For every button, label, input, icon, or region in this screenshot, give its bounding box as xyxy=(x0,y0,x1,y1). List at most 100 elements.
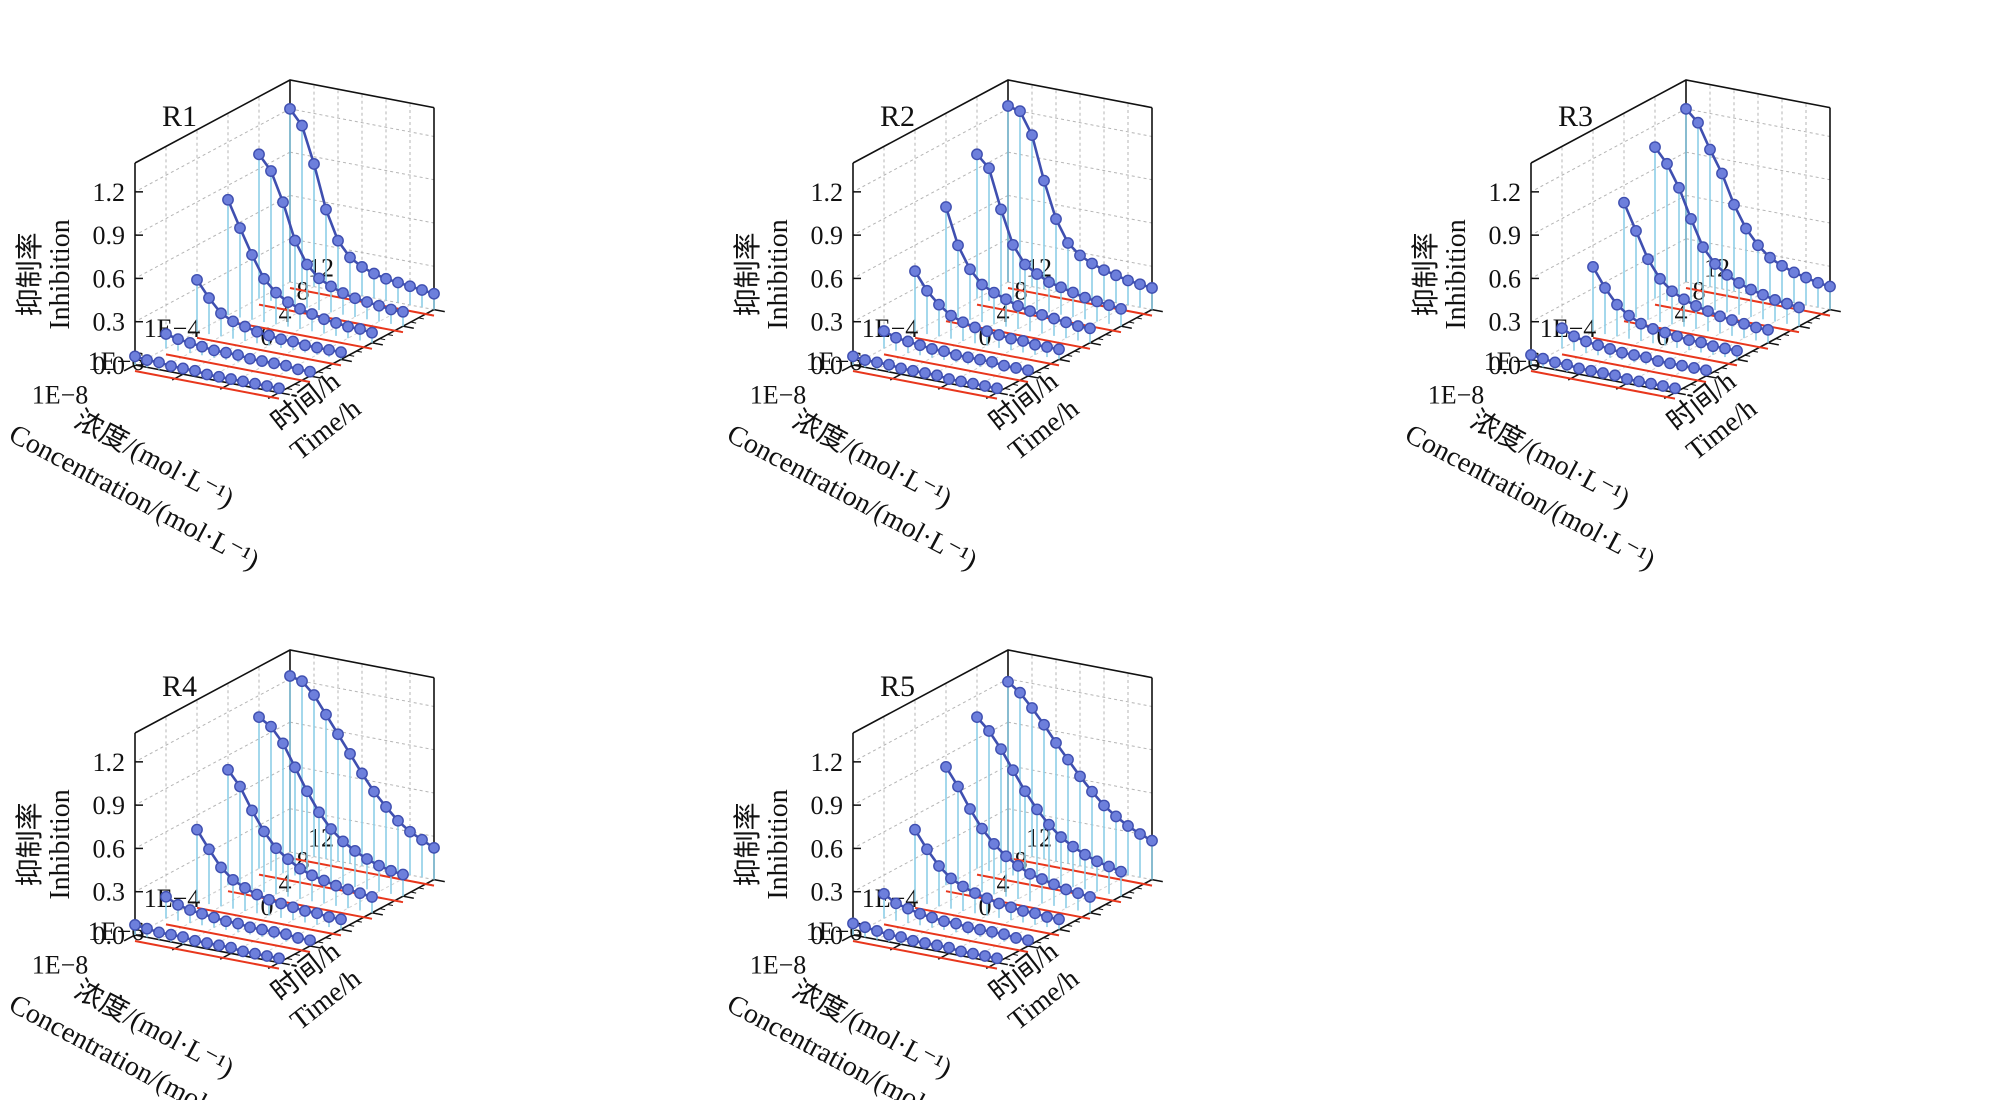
data-point xyxy=(275,897,287,910)
data-point xyxy=(304,365,316,378)
data-point xyxy=(165,360,177,373)
data-point xyxy=(1005,901,1017,914)
data-point xyxy=(1036,308,1048,321)
data-point xyxy=(265,165,277,177)
conc-tick-label: 1E−8 xyxy=(750,950,807,979)
data-point xyxy=(1573,362,1585,375)
data-point xyxy=(890,331,902,344)
gridline xyxy=(230,299,387,384)
data-point xyxy=(1688,362,1700,374)
top-edge xyxy=(134,649,435,734)
conc-minor-tick xyxy=(340,928,347,931)
data-point xyxy=(1002,675,1014,688)
data-point xyxy=(1702,305,1714,317)
conc-minor-tick xyxy=(1004,957,1011,960)
data-point xyxy=(196,340,208,353)
data-point xyxy=(1635,317,1647,330)
data-point xyxy=(1010,362,1022,374)
gridline xyxy=(948,299,1105,384)
data-point xyxy=(1812,276,1824,289)
data-point xyxy=(1103,299,1115,312)
data-point xyxy=(914,339,926,352)
gridline xyxy=(230,869,387,954)
z-tick-label: 0.6 xyxy=(93,264,126,293)
data-point xyxy=(1628,349,1640,361)
data-point xyxy=(1026,702,1038,714)
data-point xyxy=(292,363,304,376)
data-point xyxy=(878,887,890,900)
data-point xyxy=(871,356,883,369)
data-point xyxy=(1719,342,1731,355)
data-point xyxy=(1067,286,1079,299)
data-point xyxy=(304,934,316,947)
data-point xyxy=(1597,367,1609,379)
data-point xyxy=(907,934,919,947)
data-point xyxy=(1012,300,1024,312)
data-point xyxy=(1733,277,1745,289)
gridline xyxy=(1530,194,1687,279)
data-point xyxy=(273,952,285,965)
z-tick-label: 0.3 xyxy=(93,308,126,337)
data-point xyxy=(1110,269,1122,282)
chart-panel-r4: 0.00.30.60.91.21E−41E−61E−804812R4抑制率Inh… xyxy=(4,649,445,1100)
data-point xyxy=(299,905,311,917)
data-point xyxy=(926,343,938,355)
series-2 xyxy=(971,711,1127,904)
data-point xyxy=(933,298,945,311)
baseline xyxy=(1592,336,1738,367)
conc-minor-tick xyxy=(1074,350,1080,353)
data-point xyxy=(1731,344,1743,357)
top-edge xyxy=(852,649,1153,734)
data-point xyxy=(1568,330,1580,343)
data-point xyxy=(1038,174,1050,187)
data-point xyxy=(320,708,332,721)
data-point xyxy=(909,823,921,836)
data-point xyxy=(907,364,919,377)
data-point xyxy=(950,349,962,361)
data-point xyxy=(1029,907,1041,920)
gridline xyxy=(134,281,291,366)
z-axis-title-cn: 抑制率 xyxy=(1410,232,1442,316)
gridline xyxy=(254,874,411,959)
gridline xyxy=(852,678,1009,763)
data-point xyxy=(981,892,993,905)
data-point xyxy=(979,950,991,962)
data-point xyxy=(280,359,292,372)
data-point xyxy=(1062,753,1074,766)
data-point xyxy=(1007,764,1019,777)
baseline xyxy=(165,923,311,953)
gridline xyxy=(1007,108,1153,137)
data-point xyxy=(1122,274,1134,287)
data-point xyxy=(1678,293,1690,306)
data-point xyxy=(184,336,196,349)
conc-minor-tick xyxy=(1151,309,1158,312)
data-point xyxy=(1697,241,1709,254)
data-point xyxy=(1647,322,1659,335)
gridline xyxy=(876,286,1033,371)
data-point xyxy=(268,925,280,938)
conc-minor-tick xyxy=(1089,342,1096,345)
gridline xyxy=(134,151,291,236)
conc-minor-tick xyxy=(294,383,300,386)
data-point xyxy=(191,273,203,286)
data-point xyxy=(976,822,988,835)
gridline xyxy=(1530,151,1687,236)
conc-minor-tick xyxy=(1128,891,1135,894)
data-point xyxy=(392,814,404,827)
conc-minor-tick xyxy=(1120,895,1127,898)
z-tick-label: 1.2 xyxy=(1489,178,1522,207)
gridline xyxy=(852,108,1009,193)
gridline xyxy=(1626,299,1783,384)
data-point xyxy=(203,292,215,304)
series-4 xyxy=(909,265,1065,367)
data-point xyxy=(201,368,213,381)
data-point xyxy=(258,825,270,838)
conc-minor-tick xyxy=(379,908,386,911)
panel-label: R4 xyxy=(162,670,197,703)
data-point xyxy=(1728,198,1740,211)
data-point xyxy=(971,148,983,161)
z-tick-label: 0.0 xyxy=(811,351,844,380)
z-axis-title-en: Inhibition xyxy=(45,219,76,329)
gridline xyxy=(948,869,1105,954)
z-tick-label: 0.9 xyxy=(811,221,844,250)
